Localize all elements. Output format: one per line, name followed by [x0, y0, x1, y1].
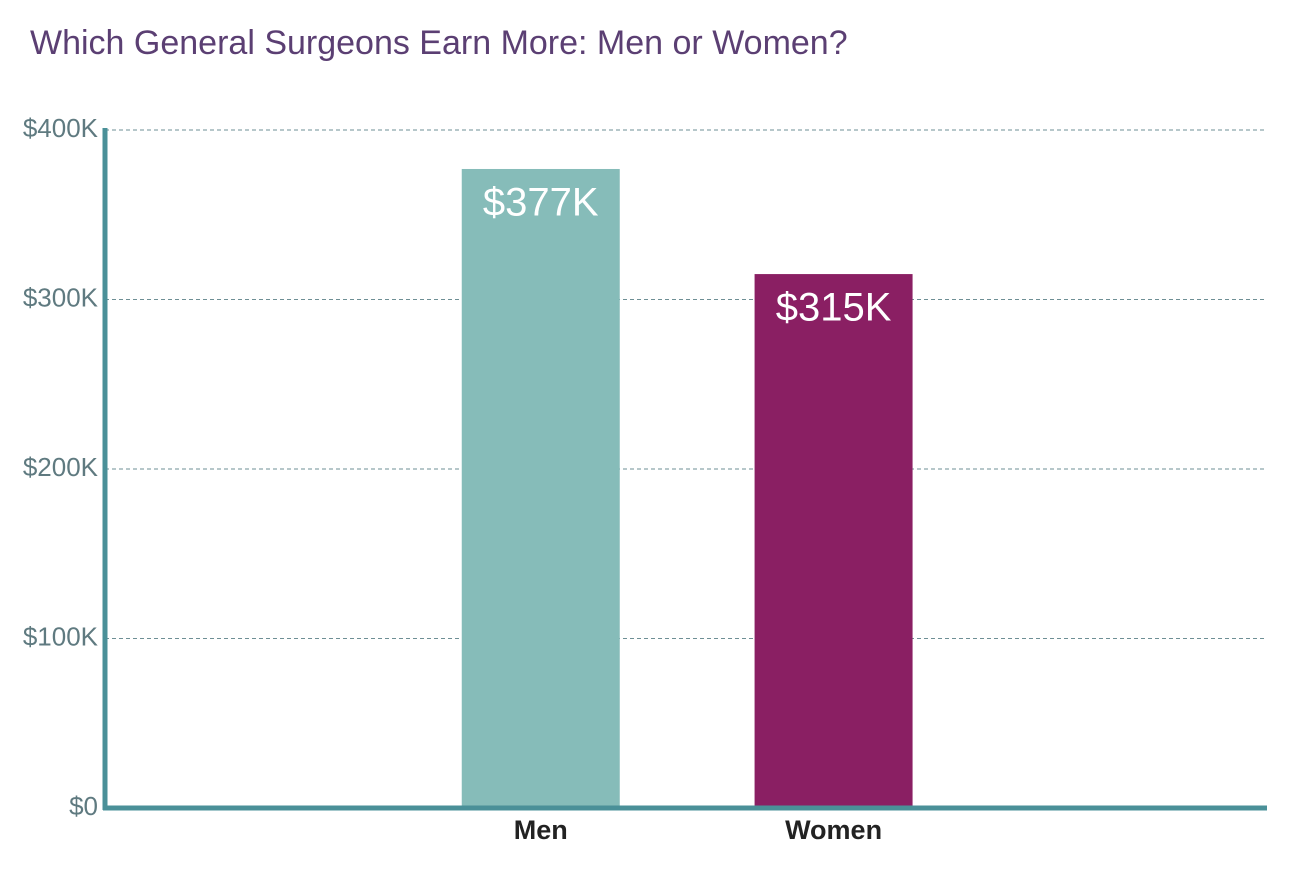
chart-title: Which General Surgeons Earn More: Men or…	[30, 24, 848, 62]
bar	[461, 168, 620, 809]
y-tick-label: $100K	[23, 621, 99, 651]
y-tick-label: $200K	[23, 452, 99, 482]
y-tick-label: $0	[69, 791, 98, 821]
y-tick-label: $300K	[23, 282, 99, 312]
y-tick-label: $400K	[23, 113, 99, 143]
bar	[754, 274, 913, 808]
value-label: $315K	[776, 286, 892, 330]
x-tick-label: Women	[785, 815, 882, 845]
x-tick-label: Men	[514, 815, 568, 845]
value-label: $377K	[483, 181, 599, 225]
